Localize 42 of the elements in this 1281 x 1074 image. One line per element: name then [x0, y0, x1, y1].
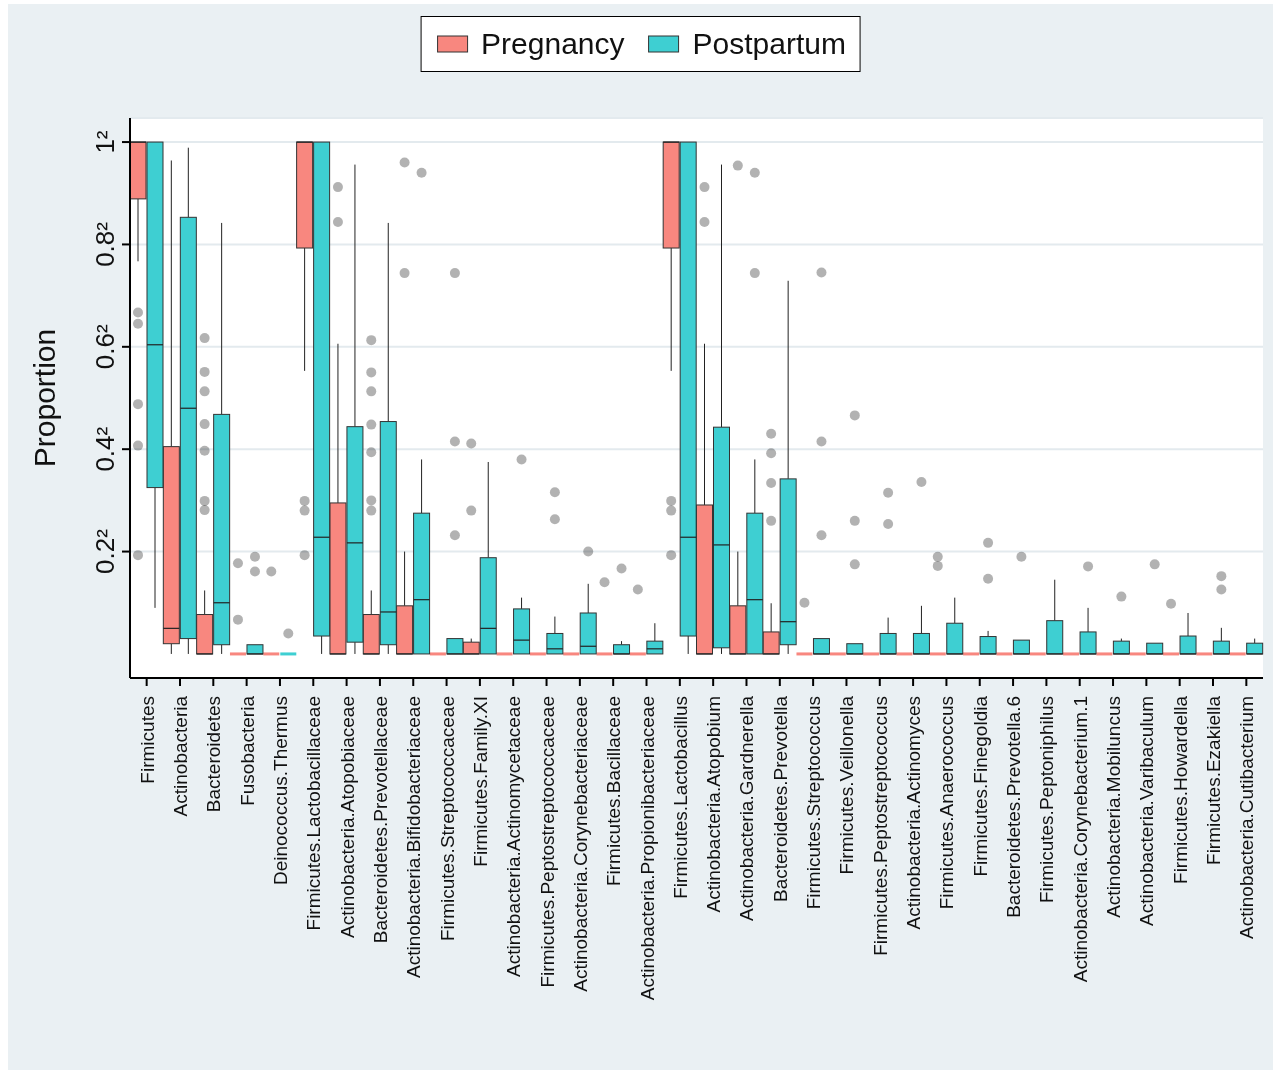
x-tick-label: Actinobacteria.Mobiluncus [1103, 696, 1125, 918]
x-tick-label: Actinobacteria.Atopobium [703, 696, 725, 913]
x-tick-label: Firmicutes.Lactobacillaceae [303, 696, 325, 931]
x-tick-label: Firmicutes.Veillonella [836, 695, 858, 875]
x-tick-label: Firmicutes.Lactobacillus [669, 696, 691, 899]
legend-label: Postpartum [692, 27, 846, 61]
legend-label: Pregnancy [481, 27, 625, 61]
x-tick-label: Firmicutes.Streptococcus [803, 696, 825, 910]
x-tick-label: Bacteroidetes [203, 696, 225, 813]
x-tick-label: Bacteroidetes.Prevotella.6 [1003, 696, 1025, 918]
x-tick-label: Actinobacteria.Gardnerella [736, 695, 758, 921]
x-tick-label: Actinobacteria [169, 695, 191, 817]
x-tick-label: Firmicutes.Peptostreptococcus [869, 696, 891, 956]
x-tick-label: Actinobacteria.Cutibacterium [1236, 696, 1258, 939]
y-tick-label: 0.8² [90, 221, 120, 267]
y-tick-label: 0.2² [90, 528, 120, 574]
x-tick-label: Actinobacteria.Corynebacteriaceae [569, 696, 591, 992]
x-tick-label: Deinococcus.Thermus [269, 696, 291, 886]
x-tick-label: Actinobacteria.Actinomyces [903, 696, 925, 930]
y-tick-label: 0.4² [90, 426, 120, 472]
x-tick-label: Actinobacteria.Propionibacteriaceae [636, 696, 658, 1001]
x-tick-label: Firmicutes.Howardella [1169, 695, 1191, 884]
x-tick-label: Firmicutes.Peptoniphilus [1036, 696, 1058, 903]
x-tick-label: Firmicutes [136, 696, 158, 784]
x-tick-label: Firmicutes.Finegoldia [969, 695, 991, 877]
x-tick-label: Firmicutes.Streptococcaceae [436, 696, 458, 941]
x-tick-label: Fusobacteria [236, 695, 258, 806]
x-tick-label: Firmicutes.Bacillaceae [603, 696, 625, 887]
x-tick-label: Firmicutes.Anaerococcus [936, 696, 958, 910]
y-tick-label: 0.6² [90, 324, 120, 370]
x-tick-label: Firmicutes.Ezakiella [1203, 695, 1225, 865]
x-tick-label: Actinobacteria.Varibaculum [1136, 696, 1158, 926]
x-tick-label: Actinobacteria.Actinomycetaceae [503, 696, 525, 977]
y-axis-title: Proportion [27, 328, 61, 468]
x-tick-label: Bacteroidetes.Prevotellaceae [369, 696, 391, 944]
x-tick-label: Bacteroidetes.Prevotella [769, 695, 791, 902]
x-tick-label: Firmicutes.Family.XI [469, 696, 491, 867]
x-tick-label: Actinobacteria.Bifidobacteriaceae [403, 696, 425, 979]
x-tick-label: Actinobacteria.Corynebacterium.1 [1069, 696, 1091, 983]
x-tick-label: Firmicutes.Peptostreptococcaceae [536, 696, 558, 988]
x-tick-label: Actinobacteria.Atopobiaceae [336, 696, 358, 938]
y-tick-label: 1² [90, 130, 120, 154]
